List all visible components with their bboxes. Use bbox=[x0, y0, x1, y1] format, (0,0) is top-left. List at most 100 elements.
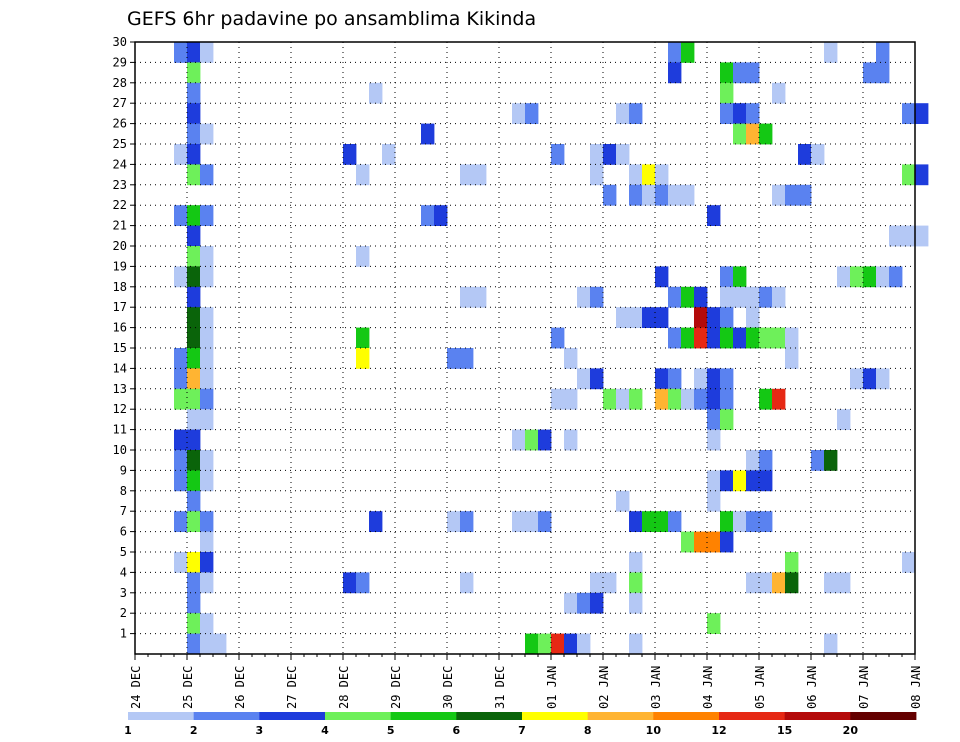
cell-163 bbox=[200, 409, 214, 430]
cell-127 bbox=[200, 348, 214, 369]
cell-178 bbox=[759, 450, 773, 471]
colorbar-label-8: 8 bbox=[584, 724, 592, 737]
cell-105 bbox=[642, 307, 656, 328]
cell-16 bbox=[720, 82, 734, 104]
cell-220 bbox=[187, 572, 201, 594]
cell-63 bbox=[798, 184, 812, 206]
colorbar-label-15: 15 bbox=[777, 724, 792, 737]
y-tick-label-6: 6 bbox=[120, 525, 127, 539]
y-tick-label-20: 20 bbox=[113, 239, 127, 253]
cell-119 bbox=[720, 327, 734, 349]
cell-241 bbox=[707, 613, 721, 634]
cell-23 bbox=[720, 103, 734, 124]
cell-206 bbox=[733, 511, 747, 532]
y-tick-label-26: 26 bbox=[113, 117, 127, 131]
y-tick-label-9: 9 bbox=[120, 463, 127, 477]
colorbar-label-12: 12 bbox=[711, 724, 726, 737]
cell-151 bbox=[603, 388, 617, 410]
cell-7 bbox=[187, 62, 201, 84]
cell-114 bbox=[551, 327, 565, 349]
cell-29 bbox=[200, 123, 214, 145]
y-tick-label-28: 28 bbox=[113, 76, 127, 90]
cell-104 bbox=[629, 307, 643, 328]
cell-144 bbox=[863, 368, 877, 390]
cell-188 bbox=[759, 470, 773, 492]
cell-106 bbox=[655, 307, 669, 328]
cell-44 bbox=[187, 164, 201, 186]
cell-205 bbox=[720, 511, 734, 532]
cell-88 bbox=[187, 286, 201, 308]
cell-39 bbox=[590, 144, 604, 165]
cell-12 bbox=[863, 62, 877, 84]
chart-title: GEFS 6hr padavine po ansamblima Kikinda bbox=[127, 8, 536, 30]
colorbar-label-3: 3 bbox=[256, 724, 264, 737]
cell-150 bbox=[564, 388, 578, 410]
cell-78 bbox=[187, 266, 201, 288]
colorbar-swatch-2 bbox=[193, 712, 260, 720]
cell-81 bbox=[720, 266, 734, 288]
cell-64 bbox=[174, 205, 188, 226]
x-tick-label-7: 31 DEC bbox=[493, 666, 507, 709]
cell-37 bbox=[382, 144, 396, 165]
colorbar-label-10: 10 bbox=[646, 724, 662, 737]
colorbar: 1 2 3 4 5 6 7 8 10 12 15 20 bbox=[124, 712, 917, 737]
x-tick-label-10: 03 JAN bbox=[649, 666, 663, 709]
cell-238 bbox=[629, 592, 643, 614]
cell-199 bbox=[525, 511, 539, 532]
cell-58 bbox=[655, 184, 669, 206]
cell-8 bbox=[668, 62, 682, 84]
cell-103 bbox=[616, 307, 630, 328]
x-tick-label-6: 30 DEC bbox=[441, 666, 455, 709]
y-tick-label-30: 30 bbox=[113, 35, 127, 49]
cell-247 bbox=[551, 633, 565, 655]
cell-94 bbox=[681, 286, 695, 308]
cell-1 bbox=[187, 42, 201, 63]
cell-110 bbox=[746, 307, 760, 328]
cell-9 bbox=[720, 62, 734, 84]
cell-95 bbox=[694, 286, 708, 308]
cell-162 bbox=[187, 409, 201, 430]
cell-191 bbox=[707, 490, 721, 512]
cell-251 bbox=[824, 633, 838, 655]
cell-143 bbox=[850, 368, 864, 390]
cell-204 bbox=[668, 511, 682, 532]
colorbar-swatch-3 bbox=[259, 712, 326, 720]
y-tick-label-5: 5 bbox=[120, 545, 127, 559]
x-tick-label-2: 26 DEC bbox=[233, 666, 247, 709]
cell-17 bbox=[772, 82, 786, 104]
cell-185 bbox=[720, 470, 734, 492]
y-tick-label-8: 8 bbox=[120, 484, 127, 498]
cell-77 bbox=[174, 266, 188, 288]
cell-122 bbox=[759, 327, 773, 349]
cell-43 bbox=[811, 144, 825, 165]
cell-111 bbox=[187, 327, 201, 349]
cell-10 bbox=[733, 62, 747, 84]
colorbar-swatch-9 bbox=[653, 712, 720, 720]
cell-141 bbox=[707, 368, 721, 390]
cell-101 bbox=[187, 307, 201, 328]
cell-234 bbox=[187, 592, 201, 614]
cell-55 bbox=[603, 184, 617, 206]
cell-33 bbox=[759, 123, 773, 145]
cell-109 bbox=[720, 307, 734, 328]
cell-155 bbox=[668, 388, 682, 410]
cell-70 bbox=[187, 225, 201, 247]
y-tick-label-22: 22 bbox=[113, 198, 127, 212]
cell-221 bbox=[200, 572, 214, 594]
cell-237 bbox=[590, 592, 604, 614]
cell-82 bbox=[733, 266, 747, 288]
y-tick-label-3: 3 bbox=[120, 586, 127, 600]
cell-113 bbox=[356, 327, 370, 349]
cell-228 bbox=[746, 572, 760, 594]
colorbar-swatch-6 bbox=[456, 712, 523, 720]
cell-132 bbox=[785, 348, 799, 369]
cell-124 bbox=[785, 327, 799, 349]
cell-74 bbox=[187, 246, 201, 267]
cell-49 bbox=[590, 164, 604, 186]
cell-5 bbox=[824, 42, 838, 63]
cell-160 bbox=[759, 388, 773, 410]
cell-172 bbox=[564, 429, 578, 451]
cell-61 bbox=[772, 184, 786, 206]
x-tick-label-4: 28 DEC bbox=[337, 666, 351, 709]
y-tick-label-2: 2 bbox=[120, 606, 127, 620]
